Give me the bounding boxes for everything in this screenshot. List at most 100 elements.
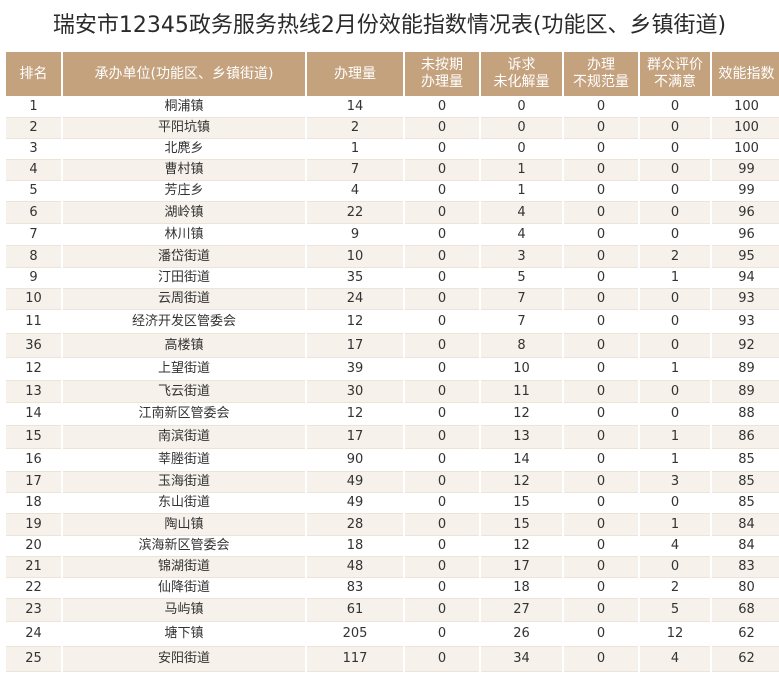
- cell-unresolved: 5: [481, 268, 562, 289]
- cell-overdue: 0: [405, 578, 479, 599]
- cell-nonstandard: 0: [564, 599, 638, 622]
- cell-nonstandard: 0: [564, 224, 638, 246]
- cell-rank: 15: [6, 426, 61, 449]
- table-row: 23 马屿镇 61 0 27 0 5 68: [6, 599, 779, 622]
- cell-handled: 90: [307, 449, 403, 472]
- cell-overdue: 0: [405, 268, 479, 289]
- header-index: 效能指数: [712, 52, 779, 96]
- cell-overdue: 0: [405, 118, 479, 139]
- cell-handled: 4: [307, 181, 403, 202]
- cell-rank: 23: [6, 599, 61, 622]
- cell-index: 100: [712, 118, 779, 139]
- cell-overdue: 0: [405, 557, 479, 578]
- cell-nonstandard: 0: [564, 647, 638, 672]
- table-row: 9 汀田街道 35 0 5 0 1 94: [6, 268, 779, 289]
- cell-dissatisfied: 1: [640, 358, 710, 381]
- cell-dissatisfied: 1: [640, 268, 710, 289]
- cell-rank: 11: [6, 310, 61, 334]
- efficiency-index-table: 排名 承办单位(功能区、乡镇街道) 办理量 未按期 办理量 诉求 未化解量 办理 不规范量 群众评…: [4, 52, 779, 672]
- cell-unresolved: 7: [481, 289, 562, 310]
- cell-unit: 塘下镇: [63, 622, 305, 647]
- cell-rank: 19: [6, 514, 61, 536]
- cell-overdue: 0: [405, 289, 479, 310]
- cell-index: 93: [712, 289, 779, 310]
- cell-nonstandard: 0: [564, 381, 638, 403]
- cell-unresolved: 0: [481, 139, 562, 160]
- cell-unresolved: 11: [481, 381, 562, 403]
- table-row: 21 锦湖街道 48 0 17 0 0 83: [6, 557, 779, 578]
- cell-dissatisfied: 0: [640, 118, 710, 139]
- table-row: 24 塘下镇 205 0 26 0 12 62: [6, 622, 779, 647]
- cell-unit: 潘岱街道: [63, 246, 305, 268]
- cell-rank: 18: [6, 493, 61, 514]
- cell-overdue: 0: [405, 181, 479, 202]
- cell-handled: 2: [307, 118, 403, 139]
- cell-overdue: 0: [405, 334, 479, 358]
- cell-handled: 14: [307, 96, 403, 118]
- cell-nonstandard: 0: [564, 403, 638, 426]
- cell-unresolved: 4: [481, 202, 562, 224]
- cell-unresolved: 1: [481, 181, 562, 202]
- cell-handled: 18: [307, 536, 403, 557]
- cell-rank: 2: [6, 118, 61, 139]
- table-row: 14 江南新区管委会 12 0 12 0 0 88: [6, 403, 779, 426]
- cell-overdue: 0: [405, 358, 479, 381]
- cell-dissatisfied: 0: [640, 224, 710, 246]
- cell-overdue: 0: [405, 160, 479, 181]
- cell-unresolved: 3: [481, 246, 562, 268]
- cell-nonstandard: 0: [564, 578, 638, 599]
- cell-overdue: 0: [405, 310, 479, 334]
- cell-rank: 14: [6, 403, 61, 426]
- table-row: 6 湖岭镇 22 0 4 0 0 96: [6, 202, 779, 224]
- cell-dissatisfied: 12: [640, 622, 710, 647]
- cell-unresolved: 7: [481, 310, 562, 334]
- cell-handled: 24: [307, 289, 403, 310]
- cell-handled: 117: [307, 647, 403, 672]
- table-row: 8 潘岱街道 10 0 3 0 2 95: [6, 246, 779, 268]
- cell-nonstandard: 0: [564, 268, 638, 289]
- cell-rank: 1: [6, 96, 61, 118]
- cell-index: 83: [712, 557, 779, 578]
- cell-overdue: 0: [405, 536, 479, 557]
- cell-index: 88: [712, 403, 779, 426]
- cell-nonstandard: 0: [564, 334, 638, 358]
- cell-dissatisfied: 4: [640, 647, 710, 672]
- table-body: 1 桐浦镇 14 0 0 0 0 100 2 平阳坑镇 2 0 0 0 0 100 3 北麂乡 1 0 0 0 0 100 4 曹…: [6, 96, 779, 672]
- cell-index: 85: [712, 449, 779, 472]
- cell-nonstandard: 0: [564, 289, 638, 310]
- cell-unit: 玉海街道: [63, 472, 305, 493]
- cell-unresolved: 8: [481, 334, 562, 358]
- cell-nonstandard: 0: [564, 622, 638, 647]
- cell-index: 94: [712, 268, 779, 289]
- cell-nonstandard: 0: [564, 557, 638, 578]
- table-row: 15 南滨街道 17 0 13 0 1 86: [6, 426, 779, 449]
- cell-unit: 平阳坑镇: [63, 118, 305, 139]
- cell-index: 100: [712, 96, 779, 118]
- table-row: 7 林川镇 9 0 4 0 0 96: [6, 224, 779, 246]
- cell-overdue: 0: [405, 493, 479, 514]
- cell-index: 99: [712, 160, 779, 181]
- cell-overdue: 0: [405, 202, 479, 224]
- cell-dissatisfied: 1: [640, 514, 710, 536]
- table-row: 13 飞云街道 30 0 11 0 0 89: [6, 381, 779, 403]
- cell-rank: 9: [6, 268, 61, 289]
- cell-unresolved: 15: [481, 493, 562, 514]
- cell-unit: 东山街道: [63, 493, 305, 514]
- cell-dissatisfied: 0: [640, 160, 710, 181]
- cell-dissatisfied: 0: [640, 381, 710, 403]
- cell-dissatisfied: 0: [640, 181, 710, 202]
- cell-nonstandard: 0: [564, 358, 638, 381]
- cell-unresolved: 12: [481, 472, 562, 493]
- table-row: 1 桐浦镇 14 0 0 0 0 100: [6, 96, 779, 118]
- cell-dissatisfied: 0: [640, 139, 710, 160]
- cell-nonstandard: 0: [564, 139, 638, 160]
- cell-unresolved: 12: [481, 403, 562, 426]
- cell-nonstandard: 0: [564, 426, 638, 449]
- cell-dissatisfied: 0: [640, 289, 710, 310]
- cell-index: 62: [712, 647, 779, 672]
- cell-rank: 36: [6, 334, 61, 358]
- cell-nonstandard: 0: [564, 449, 638, 472]
- table-row: 5 芳庄乡 4 0 1 0 0 99: [6, 181, 779, 202]
- cell-unresolved: 12: [481, 536, 562, 557]
- cell-handled: 35: [307, 268, 403, 289]
